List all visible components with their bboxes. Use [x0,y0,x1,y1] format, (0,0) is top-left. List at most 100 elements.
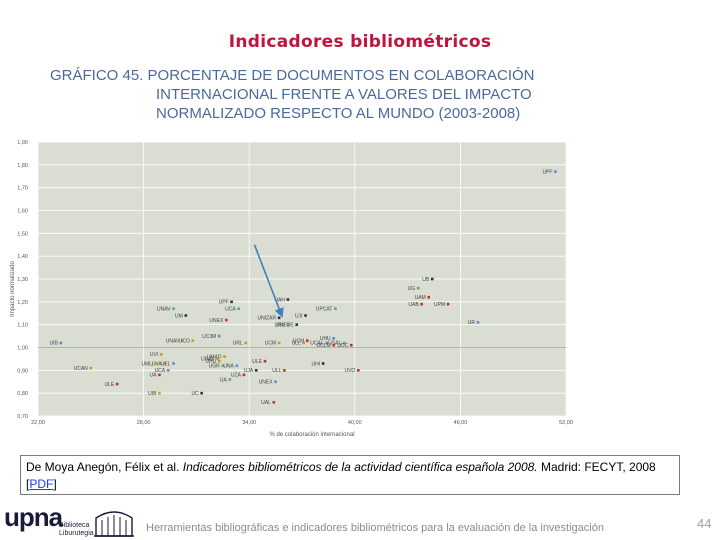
data-point: UAM [415,295,431,301]
y-tick-label: 1,90 [17,140,28,146]
point-label: UVI [150,352,158,358]
scatter-chart: 0,70 0,80 0,90 1,00 1,10 1,20 1,30 1,40 1,50 1,60… [10,140,573,438]
y-axis-ticks: 0,70 0,80 0,90 1,00 1,10 1,20 1,30 1,40 1,50 1,60… [17,140,28,420]
data-point: UCA [225,306,240,312]
data-point: UDC [337,343,353,349]
data-point: UCA [155,368,170,374]
point-label: ULE [104,382,114,388]
y-tick-label: 0,90 [17,368,28,374]
point-label: UNEX [259,380,274,386]
data-point: UGR [209,364,225,370]
logo-subtitle: Biblioteca Liburutegia [59,522,94,538]
upna-logo: upna Biblioteca Liburutegia [4,504,139,538]
data-point: UC3M [202,334,221,340]
x-tick-label: 40,00 [348,420,362,426]
point-label: UR [468,320,476,326]
point-label: UAL [261,400,271,406]
data-point: ULE [252,359,267,365]
point-marker [228,378,232,381]
x-tick-label: 28,00 [137,420,151,426]
citation-work: Indicadores bibliométricos de la activid… [182,460,538,474]
point-label: UC [191,391,199,397]
page-number: 44 [697,516,712,531]
point-label: UNAV [166,338,180,344]
point-label: UVO [344,368,355,374]
data-point: UA [149,373,161,379]
point-label: UHU [205,359,216,365]
point-label: UCM [293,338,304,344]
chart-title-line1: GRÁFICO 45. PORCENTAJE DE DOCUMENTOS EN … [50,67,535,84]
point-marker [416,286,420,290]
point-marker [223,355,226,358]
y-tick-label: 1,80 [17,163,28,169]
y-tick-label: 1,60 [17,209,28,215]
chart-title: GRÁFICO 45. PORCENTAJE DE DOCUMENTOS EN … [50,66,610,123]
point-label: UCA [155,368,166,374]
point-marker [172,307,175,310]
data-point: UC [191,391,203,397]
point-label: UNAV [201,357,215,363]
point-marker [191,339,195,342]
point-marker [221,364,225,368]
point-label: UIB [148,391,157,397]
data-point: UVI [150,352,163,358]
annotation-arrow [253,244,284,318]
point-label: URV [274,322,285,328]
y-tick-label: 1,10 [17,323,28,329]
point-label: UCAL [310,341,324,347]
point-label: UNEDE [276,322,294,328]
point-marker [115,382,119,386]
y-tick-label: 1,70 [17,186,28,192]
y-tick-label: 0,70 [17,414,28,420]
x-tick-label: 52,00 [559,420,573,426]
point-marker [217,334,221,338]
point-marker [325,341,328,345]
x-tick-label: 22,00 [31,420,45,426]
point-label: UHU [320,336,331,342]
point-label: UA [220,377,228,383]
point-label: UAM [415,295,426,301]
data-point: UJA [244,368,258,374]
point-marker [332,343,335,347]
point-label: ULL [272,368,281,374]
point-label: UJA [244,368,254,374]
data-point: UHU [320,336,335,342]
data-point: URV [274,322,290,328]
point-label: UPCAT [316,306,333,312]
point-marker [554,170,557,173]
y-tick-label: 1,50 [17,231,28,237]
data-point: UM [175,313,188,319]
x-tick-label: 46,00 [454,420,468,426]
point-marker [430,277,434,281]
point-label: UAB [408,302,419,308]
point-label: URL [233,341,243,347]
data-point: UHI [311,361,325,367]
point-marker [274,380,277,384]
data-point: UHU [205,359,221,365]
x-tick-label: 34,00 [242,420,256,426]
point-marker [304,314,307,317]
data-point: ULE [104,382,119,388]
point-marker [235,364,239,368]
chart-title-line2: INTERNACIONAL FRENTE A VALORES DEL IMPAC… [156,86,532,103]
point-marker [166,369,170,372]
library-building-icon [94,511,134,537]
point-label: UM [175,313,183,319]
point-marker [254,369,258,372]
y-tick-label: 0,80 [17,391,28,397]
data-point: UNAV [201,357,219,363]
x-axis-label: % de colaboración internacional [269,432,354,438]
pdf-link[interactable]: PDF [29,477,54,491]
data-point: UCAN [74,366,93,372]
data-point: UNEDE [276,322,299,328]
data-point: UPF [542,169,557,175]
point-label: UMU [142,361,154,367]
point-marker [154,362,158,365]
point-marker [283,369,286,372]
grid [37,141,567,417]
data-point: UAL [261,400,276,406]
data-point: UAB [408,302,423,308]
data-point: UNEX [259,380,277,386]
point-marker [277,341,281,345]
